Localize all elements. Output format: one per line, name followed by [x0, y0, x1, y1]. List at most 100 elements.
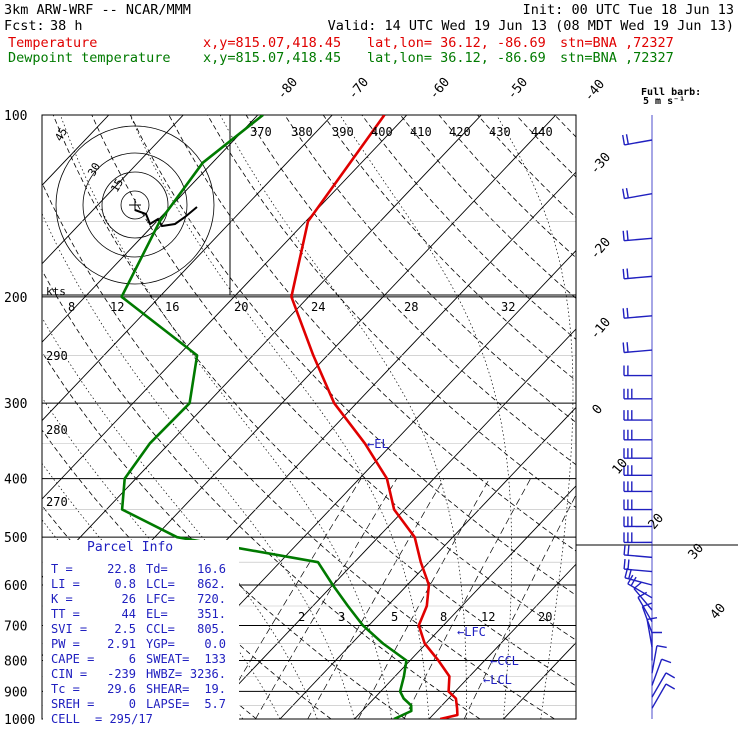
parcel-row-label: CELL: [51, 712, 80, 726]
isotherm: [42, 115, 333, 422]
plot-frame: [41, 114, 577, 720]
hodograph-ring: [120, 190, 150, 220]
parcel-row-label: HWBZ=: [146, 667, 182, 681]
hodograph-origin: [129, 199, 141, 211]
el-marker: ←EL: [367, 437, 389, 451]
parcel-row-value: 351.: [197, 607, 226, 621]
mixing-ratio-label: 12: [481, 610, 495, 624]
isotherm: [727, 115, 740, 719]
temperature-line: [290, 115, 459, 719]
dewpoint-legend: Dewpoint temperature: [8, 50, 171, 66]
parcel-row-label: CIN =: [51, 667, 87, 681]
wind-barb: [622, 134, 653, 146]
mixing-ratio-line: [255, 478, 398, 719]
isotherm-label: 30: [686, 541, 708, 563]
parcel-row-value: 19.: [204, 682, 226, 696]
isotherm-label: -40: [582, 77, 609, 105]
mixing-ratio-label: 20: [234, 300, 248, 314]
isotherm: [279, 406, 576, 719]
theta-label: 400: [371, 125, 393, 139]
pressure-tick-label: 100: [4, 109, 27, 124]
isotherm-label: -60: [427, 75, 454, 103]
theta-label: 370: [250, 125, 272, 139]
dry-adiabat: [593, 115, 740, 719]
parcel-row-value: 133: [204, 652, 226, 666]
wind-barb: [651, 672, 676, 698]
dry-adiabat: [477, 115, 576, 218]
parcel-info-panel: [43, 540, 239, 722]
parcel-row-label: SHEAR=: [146, 682, 189, 696]
parcel-row-value: 2.91: [107, 637, 136, 651]
fcst-label: Fcst:: [4, 18, 45, 34]
lcl-marker: ←LCL: [483, 673, 512, 687]
wind-barb: [627, 574, 653, 599]
mixing-ratio-line: [307, 478, 445, 719]
temperature-xy: x,y=815.07,418.45: [203, 35, 342, 51]
isotherm-label: 40: [708, 601, 730, 623]
pressure-tick-label: 700: [4, 619, 27, 634]
dry-adiabat: [284, 115, 576, 423]
theta-e-label: 280: [46, 423, 68, 437]
parcel-row-value: 0.8: [114, 577, 136, 591]
parcel-row-label: PW =: [51, 637, 80, 651]
pressure-tick-label: 900: [4, 685, 27, 700]
dry-adiabat: [709, 115, 740, 719]
wind-barb: [623, 429, 653, 441]
wind-barb: [637, 591, 653, 623]
theta-label: 380: [291, 125, 313, 139]
mixing-ratio-label: 8: [440, 610, 447, 624]
hodograph-ring: [101, 171, 169, 239]
mixing-ratio-label: 2: [298, 610, 305, 624]
mixing-ratio-line: [357, 478, 490, 719]
parcel-row-value: 805.: [197, 622, 226, 636]
parcel-row-value: 29.6: [107, 682, 136, 696]
dewpoint-latlon: lat,lon= 36.12, -86.69: [367, 50, 546, 66]
wind-barb: [624, 567, 653, 586]
parcel-row-value: 22.8: [107, 562, 136, 576]
isotherm: [205, 328, 576, 719]
isotherm: [42, 115, 259, 343]
parcel-row-label: Td=: [146, 562, 168, 576]
theta-e-label: 290: [46, 349, 68, 363]
isotherm-label: -70: [346, 75, 373, 103]
dry-adiabat: [322, 115, 576, 382]
wind-barb: [651, 658, 672, 686]
wind-barb: [623, 481, 653, 493]
theta-label: 390: [332, 125, 354, 139]
mixing-ratio-label: 12: [110, 300, 124, 314]
wind-barb: [651, 631, 662, 661]
isotherm: [42, 115, 184, 265]
isotherm: [503, 642, 576, 719]
parcel-row-label: CAPE =: [51, 652, 94, 666]
hodo-ring-label-45: 45: [52, 126, 70, 144]
parcel-row-label: SVI =: [51, 622, 87, 636]
pressure-tick-label: 300: [4, 397, 27, 412]
wind-barb: [651, 645, 667, 674]
parcel-row-label: Tc =: [51, 682, 80, 696]
isotherm-label: 20: [646, 511, 668, 533]
dewpoint-xy: x,y=815.07,418.45: [203, 50, 342, 66]
wind-barb: [622, 307, 653, 319]
isotherm-label: -30: [588, 150, 615, 178]
parcel-row-value: 0.0: [204, 637, 226, 651]
dewpoint-line: [120, 115, 413, 719]
wind-barb: [646, 617, 658, 648]
moist-adiabat: [578, 115, 658, 719]
wind-barb: [623, 465, 653, 477]
parcel-row-value: 5.7: [204, 697, 226, 711]
mixing-ratio-label: 16: [165, 300, 179, 314]
parcel-row-label: SREH =: [51, 697, 94, 711]
isotherm-label: -20: [588, 235, 615, 263]
wind-barb: [622, 342, 653, 354]
dewpoint-stn: stn=BNA ,72327: [560, 50, 674, 66]
parcel-row-value: 44: [122, 607, 136, 621]
isotherm: [42, 115, 482, 579]
wind-barb: [622, 230, 653, 242]
dry-adiabat: [168, 115, 576, 552]
isotherm: [354, 485, 576, 719]
theta-e-label: 270: [46, 495, 68, 509]
model-title: 3km ARW-WRF -- NCAR/MMM: [4, 2, 191, 18]
dry-adiabat: [554, 115, 576, 138]
parcel-row-value: 2.5: [114, 622, 136, 636]
